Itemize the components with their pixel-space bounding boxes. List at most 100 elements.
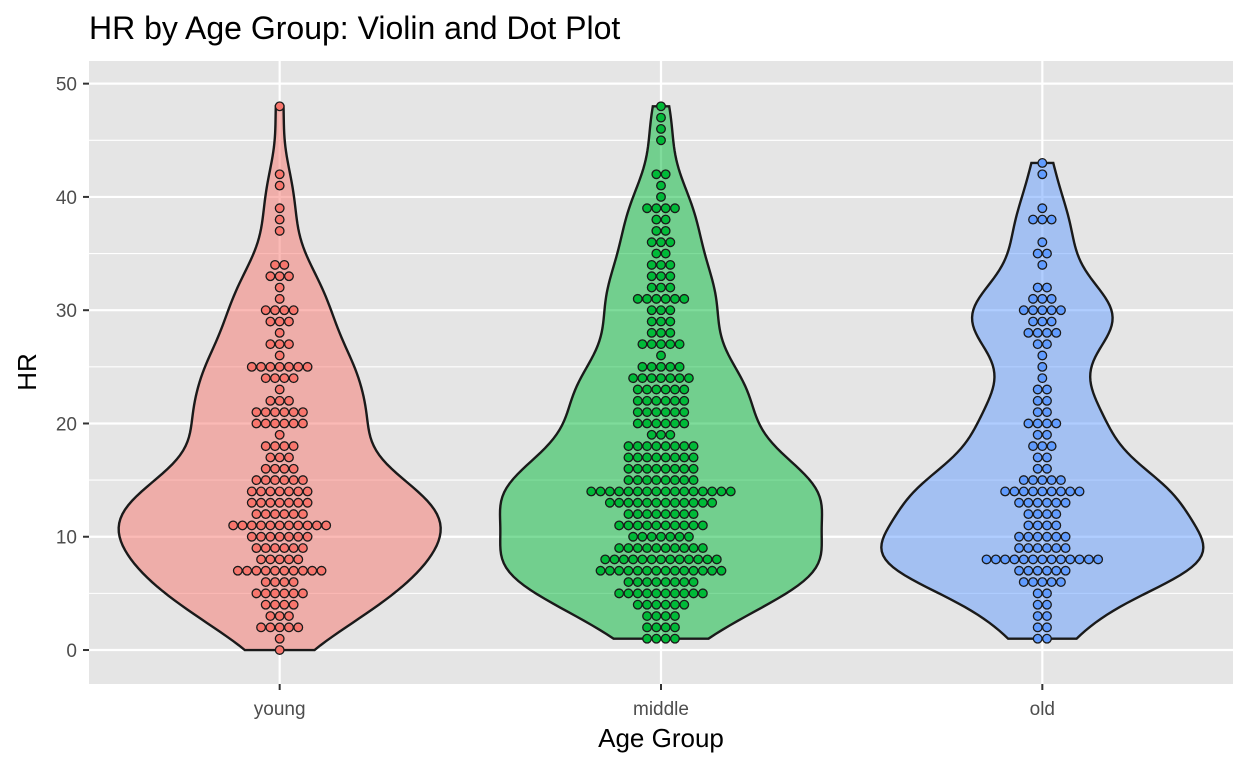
dot-middle [670,293,680,304]
dot-middle [665,305,676,316]
dot-middle [656,531,666,542]
dot-young [274,531,285,542]
dot-young [270,259,280,270]
dot-middle [632,543,643,554]
dot-old [1042,407,1052,418]
dot-middle [646,531,657,542]
dot-middle [679,475,690,486]
dot-middle [623,520,634,531]
dot-old [1037,203,1048,214]
dot-middle [665,429,676,440]
dot-middle [707,486,718,497]
dot-middle [623,588,634,599]
dot-old [1032,543,1043,554]
y-tick-label: 50 [56,75,77,96]
dot-old [1018,554,1029,565]
dot-young [265,452,276,463]
dot-middle [670,599,680,610]
dot-middle [614,565,625,576]
dot-young [297,565,308,576]
dot-old [1065,486,1076,497]
dot-young [274,452,285,463]
dot-old [1060,565,1071,576]
dot-middle [623,543,634,554]
dot-middle [660,475,671,486]
dot-middle [670,475,680,486]
dot-young [302,361,313,372]
dot-middle [679,509,690,520]
dot-young [279,509,290,520]
dot-old [1032,599,1043,610]
x-tick-label: young [254,699,306,720]
dot-middle [707,497,718,508]
dot-middle [656,112,666,123]
dot-middle [637,339,648,350]
dot-young [279,259,290,270]
dot-middle [707,565,718,576]
dot-young [321,520,332,531]
dot-young [228,520,239,531]
dot-middle [623,565,634,576]
dot-middle [651,520,662,531]
dot-middle [670,497,680,508]
dot-middle [637,554,648,565]
dot-young [270,509,280,520]
dot-middle [674,339,685,350]
dot-young [260,373,271,384]
dot-middle [660,486,671,497]
dot-old [1018,577,1029,588]
dot-young [274,384,285,395]
dot-middle [609,554,620,565]
dot-young [293,520,304,531]
dot-young [246,486,257,497]
dot-young [274,169,285,180]
dot-young [265,497,276,508]
dot-middle [665,531,676,542]
dot-young [265,339,276,350]
dot-middle [679,293,690,304]
y-tick-label: 20 [56,414,77,435]
dot-old [1060,531,1071,542]
dot-old [1028,305,1038,316]
dot-middle [679,543,690,554]
dot-young [265,531,276,542]
axes: 0 10 20 30 40 50 young middle old [56,75,1055,720]
dot-middle [660,599,671,610]
dot-middle [725,486,736,497]
dot-young [288,463,299,474]
dot-old [1042,339,1052,350]
dot-middle [604,486,615,497]
dot-old [1023,418,1034,429]
dot-old [1009,486,1020,497]
dot-middle [632,486,643,497]
dot-young [284,361,294,372]
dot-old [1042,565,1052,576]
dot-young [270,463,280,474]
dot-middle [651,384,662,395]
dot-middle [642,452,653,463]
dot-middle [651,543,662,554]
dot-middle [679,565,690,576]
dot-middle [670,407,680,418]
dot-middle [670,565,680,576]
dot-old [1032,282,1043,293]
dot-middle [670,509,680,520]
dot-middle [623,463,634,474]
dot-middle [660,611,671,621]
dot-middle [595,565,606,576]
dot-old [1042,588,1052,599]
y-tick-label: 10 [56,528,77,549]
dot-young [274,554,285,565]
dot-middle [651,214,662,225]
dot-old [1023,543,1034,554]
dot-middle [670,452,680,463]
dot-middle [623,486,634,497]
dot-middle [623,475,634,486]
dot-middle [642,599,653,610]
dot-middle [716,565,727,576]
dot-young [246,520,257,531]
dot-middle [586,486,597,497]
dot-old [1042,327,1052,338]
dot-old [1042,429,1052,440]
dot-middle [665,237,676,248]
